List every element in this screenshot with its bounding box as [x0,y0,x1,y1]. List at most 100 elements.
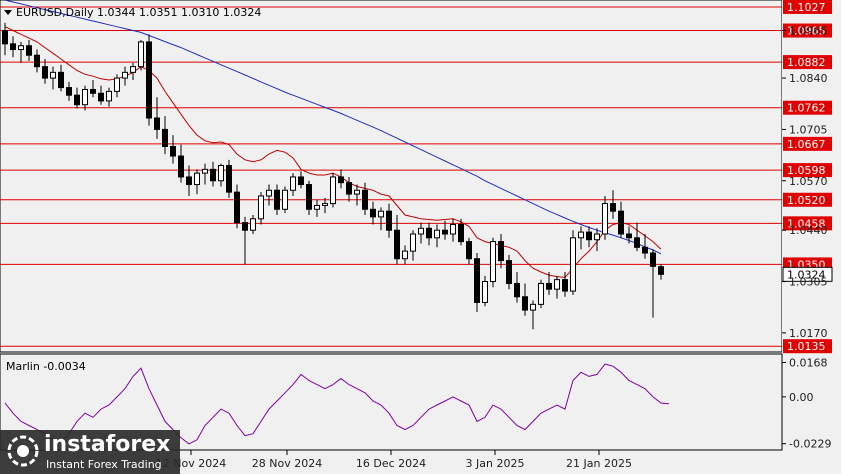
candles [2,22,664,330]
candle [18,41,24,63]
osc-tick-label: -0.0229 [789,438,831,451]
candle [370,201,376,225]
candle-body [282,189,288,210]
time-tick-label: 28 Nov 2024 [252,457,322,470]
candle [602,195,608,240]
candle-body [162,128,168,148]
candle-body [378,210,384,218]
candle-body [522,296,528,311]
candle-body [442,229,448,235]
candle-body [322,203,328,206]
candle-body [194,172,200,186]
candle-body [186,176,192,186]
osc-tick-label: 0.0168 [789,357,828,370]
candle [26,40,32,61]
candle [402,245,408,265]
candle-body [530,303,536,311]
price-axis-area [782,0,841,474]
candle-body [426,227,432,239]
candle [250,214,256,234]
candle [146,34,152,126]
candle [538,279,544,309]
level-label: 1.1027 [787,1,826,14]
candle [610,190,616,219]
candle-body [418,227,424,235]
candle-body [10,43,16,51]
candle-body [338,176,344,184]
candle-body [538,282,544,305]
price-ticks: 1.0965 1.0840 1.0705 1.0570 1.0440 1.0305 1.01… [782,25,828,340]
level-label: 1.0882 [787,56,826,69]
candle-body [402,250,408,260]
candle-body [490,241,496,283]
chart-menu-icon[interactable] [4,10,12,15]
candle [338,169,344,189]
price-tick-label: 1.0705 [789,123,828,136]
instaforex-logo: instaforex Instant Forex Trading [0,430,180,474]
candle-body [298,176,304,186]
candle [394,214,400,265]
candle [242,216,248,265]
slow-ma-line [4,0,662,255]
price-tick-label: 1.0440 [789,224,828,237]
candle-body [234,191,240,224]
candle-body [410,233,416,252]
candle [362,182,368,215]
candle [586,226,592,248]
candle [450,218,456,242]
candle [42,59,48,84]
price-tick-label: 1.0570 [789,175,828,188]
candle [290,173,296,196]
logo-tagline: Instant Forex Trading [46,458,162,471]
candle [202,163,208,185]
level-tag [783,100,832,115]
current-price-label: 1.0324 [787,268,826,281]
candle-body [362,189,368,210]
candle [170,135,176,164]
candle [90,79,96,98]
time-tick-label: 21 Jan 2025 [566,457,632,470]
candle-body [450,223,456,235]
level-tag [783,55,832,70]
candle-body [618,210,624,235]
price-tick-label: 1.0840 [789,72,828,85]
candle-body [370,208,376,218]
candle-body [82,88,88,106]
candle-body [146,41,152,119]
level-label: 1.0458 [787,217,826,230]
candle [522,283,528,316]
candle [530,300,536,330]
candle [346,176,352,202]
current-price-tag [782,266,833,282]
candle [74,87,80,109]
oscillator-layer: 0.0168 0.00 -0.0229 [4,357,831,451]
candle-body [74,94,80,106]
candle-body [250,218,256,231]
candle [186,165,192,196]
candle-body [34,54,40,68]
candle-body [594,233,600,241]
candle [658,264,664,280]
candle-body [330,176,336,205]
candle-body [98,92,104,102]
candle [322,197,328,214]
candle-body [258,195,264,220]
candle-body [170,146,176,157]
candle [226,159,232,198]
candle-body [226,165,232,193]
price-panel [0,0,783,353]
level-tag [783,339,832,354]
level-label: 1.0135 [787,340,826,353]
candle [210,161,216,187]
candle-body [18,45,24,51]
candle-body [130,66,136,73]
indicator-header: Marlin -0.0034 [6,360,86,373]
candle [378,207,384,231]
candle-body [610,203,616,212]
candle-body [474,258,480,303]
candle-body [458,223,464,243]
candle-body [306,184,312,210]
price-tick-label: 1.0170 [789,327,828,340]
